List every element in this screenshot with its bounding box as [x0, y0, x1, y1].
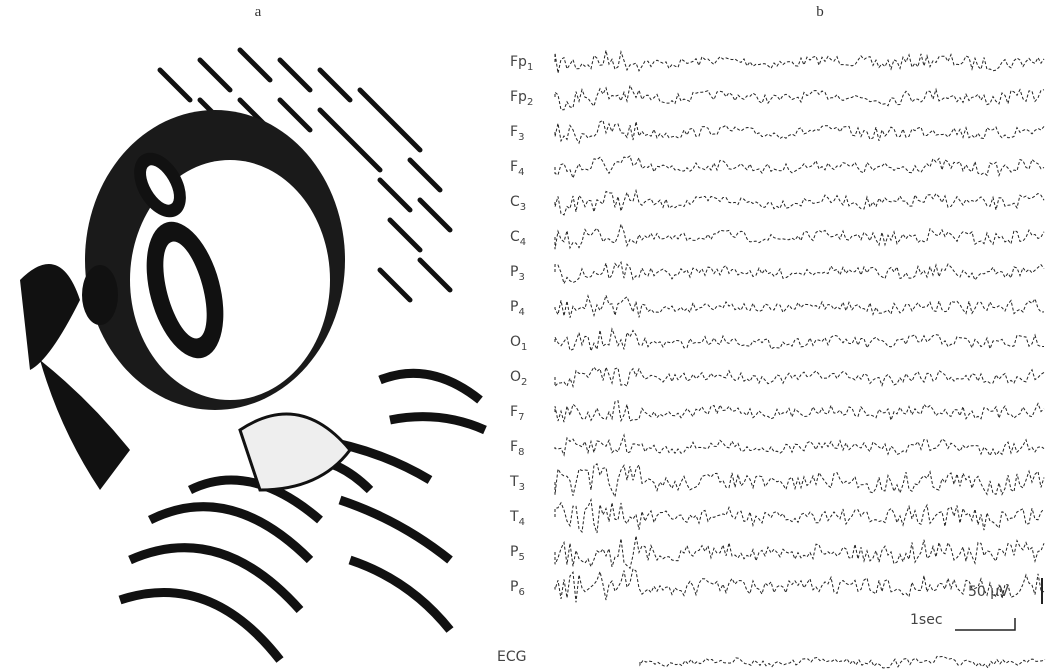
eeg-trace — [555, 262, 1044, 283]
channel-sub: 5 — [518, 552, 524, 563]
channel-name: O — [510, 334, 521, 350]
channel-sub: 3 — [518, 132, 524, 143]
channel-sub: 7 — [518, 412, 524, 423]
channel-name: P — [510, 544, 518, 560]
channel-label: F3 — [510, 124, 524, 143]
eeg-trace — [555, 85, 1044, 109]
channel-label: T3 — [509, 474, 525, 493]
channel-sub: 1 — [521, 342, 527, 353]
channel-label: P5 — [510, 544, 525, 563]
eeg-trace — [555, 401, 1044, 422]
channel-sub: 4 — [518, 167, 524, 178]
figure: a b Fp1Fp2F3F4C3C4P3P4O1O2F7F8T3T4P5P6 E… — [0, 0, 1053, 670]
channel-name: O — [510, 369, 521, 385]
channel-name: T — [509, 509, 519, 525]
ecg-trace — [640, 656, 1045, 668]
channel-name: Fp — [510, 54, 527, 70]
eeg-trace — [555, 156, 1044, 178]
channel-sub: 4 — [518, 307, 524, 318]
channel-name: F — [510, 124, 518, 140]
eeg-trace — [555, 435, 1044, 456]
channel-label: O1 — [510, 334, 527, 353]
eeg-trace — [555, 50, 1044, 73]
channel-name: F — [510, 439, 518, 455]
eeg-trace — [555, 295, 1044, 317]
amplitude-scale: 50 μV — [968, 584, 1009, 600]
channel-label: P4 — [510, 299, 525, 318]
channel-sub: 6 — [518, 587, 524, 598]
eeg-trace — [555, 536, 1044, 568]
channel-label: T4 — [509, 509, 525, 528]
eeg-traces — [555, 50, 1045, 668]
time-bar — [955, 618, 1015, 630]
channel-label: C3 — [510, 194, 526, 213]
channel-label: C4 — [510, 229, 526, 248]
channel-name: P — [510, 264, 518, 280]
panel-label: b — [816, 4, 824, 20]
channel-name: P — [510, 299, 518, 315]
channel-label: P6 — [510, 579, 525, 598]
channel-label: Fp2 — [510, 89, 533, 108]
channel-sub: 2 — [527, 97, 533, 108]
channel-sub: 2 — [521, 377, 527, 388]
time-scale: 1sec — [910, 612, 943, 628]
channel-name: P — [510, 579, 518, 595]
channel-name: C — [510, 194, 520, 210]
ecg-label: ECG — [497, 649, 526, 665]
channel-label: O2 — [510, 369, 527, 388]
channel-name: T — [509, 474, 519, 490]
channel-sub: 3 — [520, 202, 526, 213]
channel-sub: 1 — [527, 62, 533, 73]
channel-label: F4 — [510, 159, 524, 178]
eeg-trace — [555, 191, 1044, 215]
panel-label: a — [255, 4, 262, 20]
channel-name: F — [510, 404, 518, 420]
channel-sub: 4 — [519, 517, 525, 528]
channel-name: F — [510, 159, 518, 175]
channel-name: C — [510, 229, 520, 245]
channel-label: F8 — [510, 439, 524, 458]
eeg-trace — [555, 367, 1044, 386]
eeg-trace — [555, 464, 1044, 497]
eeg-trace — [555, 224, 1044, 249]
channel-sub: 3 — [518, 272, 524, 283]
channel-label: Fp1 — [510, 54, 533, 73]
channel-sub: 8 — [518, 447, 524, 458]
eeg-trace — [555, 120, 1044, 143]
channel-label: P3 — [510, 264, 525, 283]
channel-label: F7 — [510, 404, 524, 423]
channel-sub: 4 — [520, 237, 526, 248]
eeg-trace — [555, 500, 1044, 533]
eeg-trace — [555, 329, 1044, 351]
photo — [0, 30, 492, 670]
channel-name: Fp — [510, 89, 527, 105]
channel-sub: 3 — [519, 482, 525, 493]
